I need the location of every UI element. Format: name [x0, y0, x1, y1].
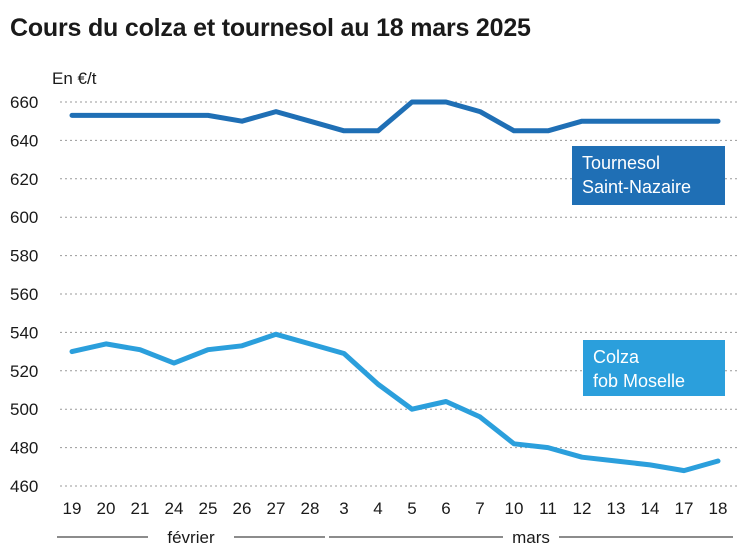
series-line-0 — [69, 99, 721, 134]
x-tick-label: 4 — [373, 499, 382, 518]
y-tick-label: 640 — [10, 131, 38, 150]
x-tick-label: 25 — [199, 499, 218, 518]
x-tick-label: 21 — [131, 499, 150, 518]
x-tick-label: 10 — [505, 499, 524, 518]
y-tick-label: 480 — [10, 439, 38, 458]
y-axis-ticks: 660 640 620 600 580 560 540 520 500 480 460 — [10, 93, 38, 496]
y-tick-label: 560 — [10, 285, 38, 304]
x-tick-label: 27 — [267, 499, 286, 518]
chart-title: Cours du colza et tournesol au 18 mars 2… — [10, 14, 531, 42]
legend-label: Saint-Nazaire — [582, 177, 691, 197]
x-tick-label: 17 — [675, 499, 694, 518]
x-axis-ticks: 19 20 21 24 25 26 27 28 3 4 5 6 7 10 11 12 13 14 17 18 — [63, 499, 728, 518]
x-tick-label: 11 — [539, 499, 557, 518]
x-tick-label: 20 — [97, 499, 116, 518]
month-label: février — [167, 528, 215, 547]
series-line-1 — [69, 331, 721, 474]
x-tick-label: 19 — [63, 499, 82, 518]
x-tick-label: 3 — [339, 499, 348, 518]
series-legends: Tournesol Saint-Nazaire Colza fob Moselle — [572, 146, 725, 396]
y-tick-label: 600 — [10, 208, 38, 227]
legend-0: Tournesol Saint-Nazaire — [572, 146, 725, 205]
x-tick-label: 26 — [233, 499, 252, 518]
y-tick-label: 500 — [10, 400, 38, 419]
x-tick-label: 6 — [441, 499, 450, 518]
y-tick-label: 520 — [10, 362, 38, 381]
legend-box-bg — [572, 146, 725, 205]
month-labels: février mars — [57, 528, 733, 547]
y-tick-label: 620 — [10, 170, 38, 189]
x-tick-label: 13 — [607, 499, 626, 518]
legend-label: Tournesol — [582, 153, 660, 173]
legend-label: fob Moselle — [593, 371, 685, 391]
month-label: mars — [512, 528, 550, 547]
x-tick-label: 18 — [709, 499, 728, 518]
x-tick-label: 7 — [475, 499, 484, 518]
x-tick-label: 12 — [573, 499, 592, 518]
series-lines — [69, 99, 721, 474]
legend-box-bg — [583, 340, 725, 396]
y-tick-label: 660 — [10, 93, 38, 112]
legend-1: Colza fob Moselle — [583, 340, 725, 396]
y-tick-label: 580 — [10, 247, 38, 266]
x-tick-label: 14 — [641, 499, 660, 518]
legend-label: Colza — [593, 347, 640, 367]
y-tick-label: 540 — [10, 323, 38, 342]
y-axis-unit: En €/t — [52, 69, 97, 88]
y-tick-label: 460 — [10, 477, 38, 496]
x-tick-label: 24 — [165, 499, 184, 518]
x-tick-label: 5 — [407, 499, 416, 518]
x-tick-label: 28 — [301, 499, 320, 518]
